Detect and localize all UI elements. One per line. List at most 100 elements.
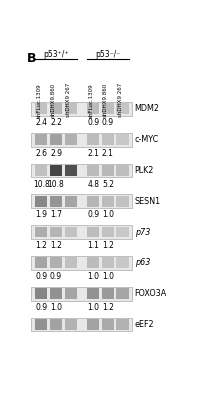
Text: c-MYC: c-MYC — [135, 135, 159, 144]
Bar — [87, 258, 99, 268]
Text: 4.8: 4.8 — [87, 180, 99, 189]
Text: 2.2: 2.2 — [50, 118, 62, 127]
Text: p73: p73 — [135, 228, 150, 236]
Bar — [35, 165, 47, 176]
Text: 0.9: 0.9 — [35, 303, 47, 312]
Bar — [87, 134, 99, 145]
Bar — [35, 319, 47, 330]
Text: 2.1: 2.1 — [87, 149, 99, 158]
Text: p63: p63 — [135, 258, 150, 267]
Text: 10.8: 10.8 — [33, 180, 50, 189]
Text: eEF2: eEF2 — [135, 320, 154, 329]
Bar — [116, 104, 129, 114]
Bar — [87, 319, 99, 330]
Bar — [87, 288, 99, 299]
Bar — [65, 134, 77, 145]
Text: 1.0: 1.0 — [87, 272, 99, 281]
Bar — [31, 287, 132, 300]
Text: 1.2: 1.2 — [50, 241, 62, 250]
Text: shDHX9.860: shDHX9.860 — [103, 83, 108, 118]
Bar — [102, 258, 114, 268]
Bar — [116, 165, 129, 176]
Text: 2.9: 2.9 — [50, 149, 62, 158]
Text: 0.9: 0.9 — [35, 272, 47, 281]
Bar — [102, 227, 114, 238]
Bar — [65, 288, 77, 299]
Bar — [87, 104, 99, 114]
Text: 2.1: 2.1 — [102, 149, 114, 158]
Text: 1.7: 1.7 — [50, 210, 62, 220]
Text: 1.2: 1.2 — [102, 241, 114, 250]
Bar — [65, 165, 77, 176]
Text: 0.9: 0.9 — [87, 118, 99, 127]
Text: 1.2: 1.2 — [102, 303, 114, 312]
Bar — [65, 196, 77, 207]
Bar — [31, 164, 132, 177]
Text: 0.9: 0.9 — [87, 210, 99, 220]
Bar — [31, 133, 132, 146]
Bar — [35, 196, 47, 207]
Text: MDM2: MDM2 — [135, 104, 160, 113]
Bar — [35, 288, 47, 299]
Bar — [31, 256, 132, 270]
Bar — [116, 288, 129, 299]
Bar — [65, 227, 77, 238]
Bar — [87, 227, 99, 238]
Bar — [35, 258, 47, 268]
Text: shDHX9.860: shDHX9.860 — [51, 83, 56, 118]
Bar — [102, 104, 114, 114]
Text: 0.9: 0.9 — [102, 118, 114, 127]
Bar — [116, 319, 129, 330]
Text: 1.1: 1.1 — [87, 241, 99, 250]
Bar — [102, 196, 114, 207]
Bar — [65, 258, 77, 268]
Text: 1.0: 1.0 — [102, 272, 114, 281]
Bar — [102, 165, 114, 176]
Bar — [102, 288, 114, 299]
Bar — [50, 258, 62, 268]
Bar — [50, 319, 62, 330]
Bar — [87, 165, 99, 176]
Text: shDHX9 267: shDHX9 267 — [66, 83, 71, 118]
Bar — [116, 134, 129, 145]
Text: FOXO3A: FOXO3A — [135, 289, 167, 298]
Text: 10.8: 10.8 — [48, 180, 64, 189]
Text: 1.0: 1.0 — [50, 303, 62, 312]
Text: shDHX9 267: shDHX9 267 — [118, 83, 123, 118]
Bar — [50, 288, 62, 299]
Bar — [50, 196, 62, 207]
Bar — [31, 225, 132, 239]
Text: 1.0: 1.0 — [87, 303, 99, 312]
Text: 1.2: 1.2 — [35, 241, 47, 250]
Bar — [65, 104, 77, 114]
Text: 0.9: 0.9 — [50, 272, 62, 281]
Text: PLK2: PLK2 — [135, 166, 154, 175]
Bar — [50, 227, 62, 238]
Bar — [35, 134, 47, 145]
Bar — [116, 258, 129, 268]
Bar — [31, 318, 132, 331]
Text: p53⁺/⁺: p53⁺/⁺ — [43, 50, 69, 59]
Bar — [65, 319, 77, 330]
Text: 1.0: 1.0 — [102, 210, 114, 220]
Bar — [31, 102, 132, 116]
Bar — [50, 104, 62, 114]
Bar — [35, 104, 47, 114]
Bar — [50, 165, 62, 176]
Text: 1.9: 1.9 — [35, 210, 47, 220]
Text: 2.6: 2.6 — [35, 149, 47, 158]
Bar — [116, 196, 129, 207]
Bar — [35, 227, 47, 238]
Bar — [102, 319, 114, 330]
Bar — [31, 194, 132, 208]
Bar — [50, 134, 62, 145]
Text: shFLuc.1309: shFLuc.1309 — [36, 83, 41, 118]
Bar — [87, 196, 99, 207]
Text: shFLuc.1309: shFLuc.1309 — [88, 83, 93, 118]
Text: 2.4: 2.4 — [35, 118, 47, 127]
Text: SESN1: SESN1 — [135, 197, 161, 206]
Text: 5.2: 5.2 — [102, 180, 114, 189]
Bar — [102, 134, 114, 145]
Text: B: B — [27, 52, 36, 65]
Bar — [116, 227, 129, 238]
